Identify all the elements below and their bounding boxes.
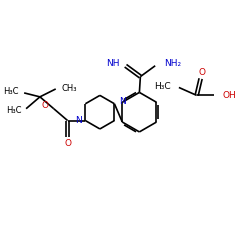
Text: H₃C: H₃C <box>6 106 21 115</box>
Text: NH₂: NH₂ <box>164 59 181 68</box>
Text: H₃C: H₃C <box>154 82 171 91</box>
Text: CH₃: CH₃ <box>62 84 77 94</box>
Text: N: N <box>75 116 82 125</box>
Text: N: N <box>119 97 126 106</box>
Text: OH: OH <box>222 91 236 100</box>
Text: O: O <box>42 101 49 110</box>
Text: O: O <box>64 139 71 148</box>
Text: H₃C: H₃C <box>3 88 18 96</box>
Text: O: O <box>198 68 205 77</box>
Text: NH: NH <box>106 59 120 68</box>
